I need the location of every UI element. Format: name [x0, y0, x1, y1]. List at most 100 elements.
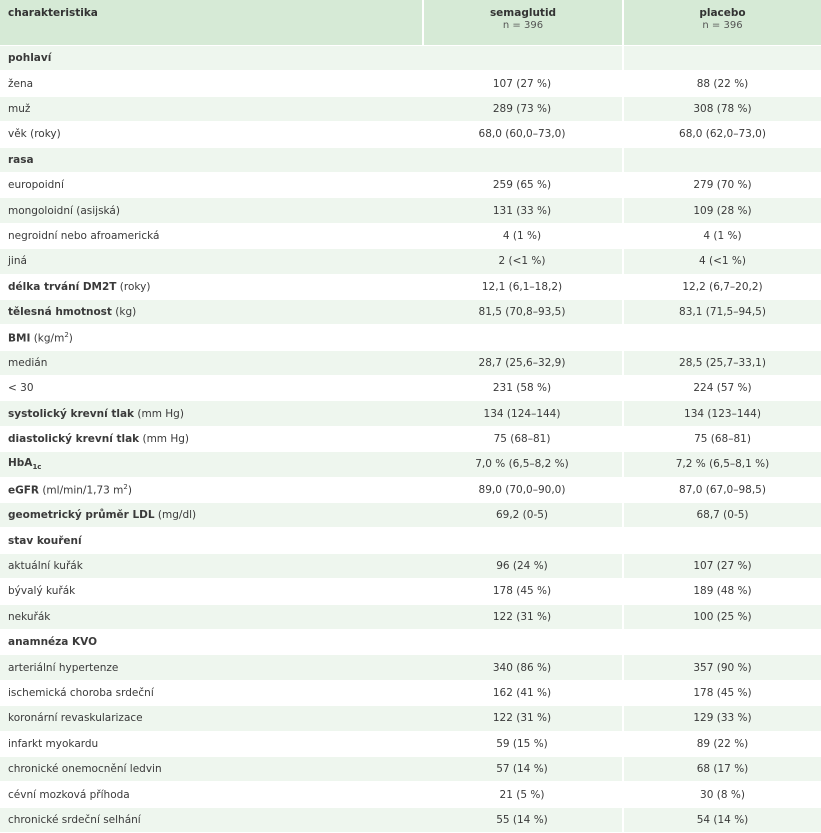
placebo-value: 224 (57 %)	[622, 376, 821, 402]
row-unit: (mm Hg)	[134, 407, 184, 420]
row-label: muž	[8, 102, 31, 115]
placebo-value: 28,5 (25,7–33,1)	[622, 350, 821, 377]
row-label: jiná	[8, 255, 27, 268]
row-unit-suffix: )	[127, 484, 132, 497]
table-header: charakteristika semaglutid n = 396 place…	[0, 0, 821, 46]
table-row: < 30 231 (58 %) 224 (57 %)	[0, 376, 821, 402]
semaglutide-value: 81,5 (70,8–93,5)	[422, 299, 622, 326]
table-row: arteriální hypertenze 340 (86 %) 357 (90 %…	[0, 655, 821, 681]
table-row: chronické onemocnění ledvin 57 (14 %) 68 (…	[0, 756, 821, 783]
row-unit-suffix: )	[68, 332, 73, 345]
table-row: eGFR (ml/min/1,73 m2) 89,0 (70,0–90,0) 87,…	[0, 477, 821, 504]
row-label: věk (roky)	[8, 128, 61, 141]
semaglutide-value: 75 (68–81)	[422, 426, 622, 453]
placebo-value	[622, 528, 821, 554]
row-unit-superscript: 2	[64, 330, 69, 339]
row-label: < 30	[8, 382, 34, 395]
row-label-cell: chronické srdeční selhání	[0, 807, 422, 833]
table-row: BMI (kg/m2)	[0, 325, 821, 351]
semaglutide-value: 2 (<1 %)	[422, 249, 622, 275]
table-row: bývalý kuřák 178 (45 %) 189 (48 %)	[0, 579, 821, 605]
placebo-value: 178 (45 %)	[622, 680, 821, 707]
table-row: anamnéza KVO	[0, 629, 821, 656]
semaglutide-value: 134 (124–144)	[422, 401, 622, 427]
row-label-cell: infarkt myokardu	[0, 731, 422, 757]
placebo-value: 87,0 (67,0–98,5)	[622, 477, 821, 504]
table-row: žena 107 (27 %) 88 (22 %)	[0, 71, 821, 97]
row-label-cell: HbA1c	[0, 452, 422, 478]
placebo-value: 109 (28 %)	[622, 198, 821, 224]
placebo-value: 89 (22 %)	[622, 731, 821, 757]
row-label-cell: muž	[0, 96, 422, 123]
semaglutide-value: 28,7 (25,6–32,9)	[422, 350, 622, 377]
row-label: anamnéza KVO	[8, 636, 98, 649]
row-label-cell: aktuální kuřák	[0, 553, 422, 580]
placebo-value: 4 (<1 %)	[622, 249, 821, 275]
placebo-value	[622, 147, 821, 173]
table-body: pohlaví žena 107 (27 %) 88 (22 %) muž 289 (73…	[0, 46, 821, 833]
row-label-cell: medián	[0, 350, 422, 377]
row-label-cell: diastolický krevní tlak (mm Hg)	[0, 426, 422, 453]
table-row: geometrický průměr LDL (mg/dl) 69,2 (0-5)…	[0, 503, 821, 529]
semaglutide-value: 7,0 % (6,5–8,2 %)	[422, 452, 622, 478]
semaglutide-value: 340 (86 %)	[422, 655, 622, 681]
semaglutide-value: 122 (31 %)	[422, 604, 622, 630]
semaglutide-value: 289 (73 %)	[422, 96, 622, 123]
semaglutide-value: 68,0 (60,0–73,0)	[422, 122, 622, 148]
header-semaglutide-label: semaglutid	[489, 7, 557, 19]
row-label: eGFR	[8, 484, 39, 497]
row-label-cell: arteriální hypertenze	[0, 655, 422, 681]
row-label-cell: délka trvání DM2T (roky)	[0, 274, 422, 300]
semaglutide-value: 4 (1 %)	[422, 223, 622, 250]
header-semaglutide-n: n = 396	[502, 20, 544, 31]
row-label: arteriální hypertenze	[8, 661, 119, 674]
row-label: cévní mozková příhoda	[8, 788, 130, 801]
table-row: HbA1c 7,0 % (6,5–8,2 %) 7,2 % (6,5–8,1 %)	[0, 452, 821, 478]
placebo-value: 4 (1 %)	[622, 223, 821, 250]
placebo-value: 68,0 (62,0–73,0)	[622, 122, 821, 148]
table-row: europoidní 259 (65 %) 279 (70 %)	[0, 172, 821, 199]
row-label-cell: europoidní	[0, 172, 422, 199]
placebo-value: 88 (22 %)	[622, 71, 821, 97]
semaglutide-value	[422, 147, 622, 173]
placebo-value	[622, 325, 821, 351]
table-row: jiná 2 (<1 %) 4 (<1 %)	[0, 249, 821, 275]
placebo-value: 75 (68–81)	[622, 426, 821, 453]
table-row: nekuřák 122 (31 %) 100 (25 %)	[0, 604, 821, 630]
row-label: žena	[8, 77, 34, 90]
row-unit: (roky)	[116, 280, 151, 293]
row-label: délka trvání DM2T	[8, 280, 117, 293]
row-label: negroidní nebo afroamerická	[8, 229, 160, 242]
row-label-cell: anamnéza KVO	[0, 629, 422, 656]
table-row: muž 289 (73 %) 308 (78 %)	[0, 96, 821, 123]
semaglutide-value: 178 (45 %)	[422, 579, 622, 605]
placebo-value: 68,7 (0-5)	[622, 503, 821, 529]
semaglutide-value: 21 (5 %)	[422, 782, 622, 808]
row-label: chronické onemocnění ledvin	[8, 763, 162, 776]
row-unit: (kg/m	[30, 332, 65, 345]
placebo-value: 357 (90 %)	[622, 655, 821, 681]
row-label: bývalý kuřák	[8, 585, 76, 598]
semaglutide-value: 162 (41 %)	[422, 680, 622, 707]
row-label-cell: systolický krevní tlak (mm Hg)	[0, 401, 422, 427]
row-label: geometrický průměr LDL	[8, 509, 155, 522]
table-row: mongoloidní (asijská) 131 (33 %) 109 (28 %…	[0, 198, 821, 224]
placebo-value: 279 (70 %)	[622, 172, 821, 199]
row-label: chronické srdeční selhání	[8, 813, 141, 826]
row-label-cell: rasa	[0, 147, 422, 173]
row-label-cell: koronární revaskularizace	[0, 706, 422, 732]
header-placebo-n: n = 396	[702, 20, 743, 31]
row-label-cell: BMI (kg/m2)	[0, 325, 422, 351]
row-label: infarkt myokardu	[8, 737, 99, 750]
semaglutide-value: 59 (15 %)	[422, 731, 622, 757]
placebo-value: 189 (48 %)	[622, 579, 821, 605]
row-label: aktuální kuřák	[8, 560, 83, 572]
row-label-cell: věk (roky)	[0, 122, 422, 148]
semaglutide-value: 12,1 (6,1–18,2)	[422, 274, 622, 300]
placebo-value: 30 (8 %)	[622, 782, 821, 808]
row-label: koronární revaskularizace	[8, 712, 143, 725]
row-label-cell: eGFR (ml/min/1,73 m2)	[0, 477, 422, 504]
row-label-cell: mongoloidní (asijská)	[0, 198, 422, 224]
table-row: diastolický krevní tlak (mm Hg) 75 (68–81…	[0, 426, 821, 453]
